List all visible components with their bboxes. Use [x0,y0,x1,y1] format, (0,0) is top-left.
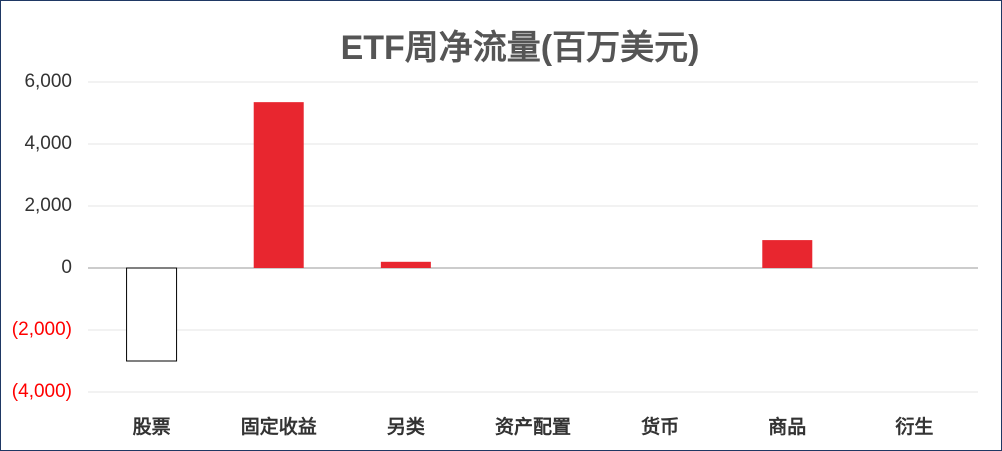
x-tick-label: 另类 [387,415,425,438]
bar [762,240,813,268]
bar [253,102,304,269]
y-tick-label: 2,000 [24,195,72,216]
x-tick-label: 资产配置 [495,415,571,438]
chart-title: ETF周净流量(百万美元) [341,29,700,67]
y-tick-label: 6,000 [24,71,72,92]
y-tick-label: (2,000) [12,319,72,340]
x-tick-label: 衍生 [894,415,933,438]
x-tick-label: 商品 [768,415,806,438]
y-tick-label: (4,000) [12,381,72,402]
bar [126,267,178,362]
x-tick-label: 货币 [641,415,679,438]
y-tick-label: 0 [61,257,72,278]
bar [380,261,431,268]
x-tick-label: 固定收益 [241,415,317,438]
x-tick-label: 股票 [133,416,171,438]
y-tick-label: 4,000 [24,133,72,154]
